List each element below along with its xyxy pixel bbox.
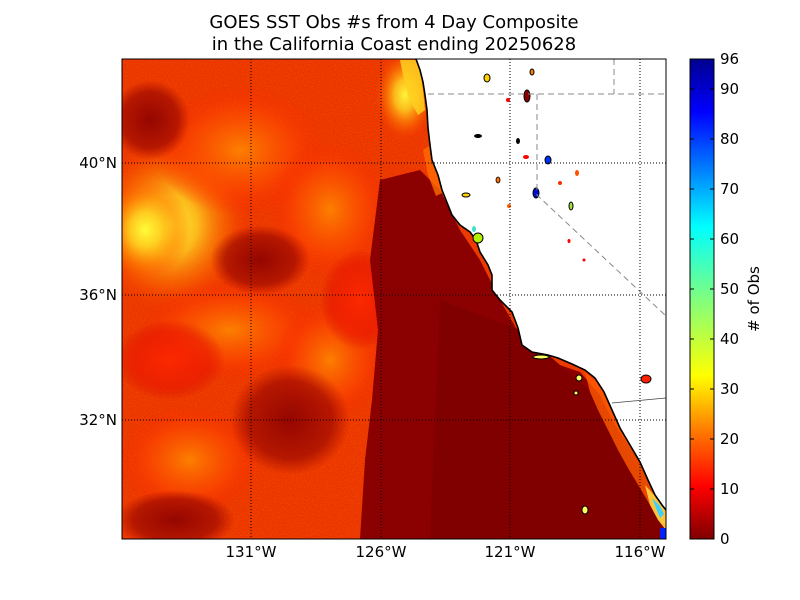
colorbar-tick-label: 20 <box>720 430 739 448</box>
colorbar-tick-label: 70 <box>720 180 739 198</box>
map-frame <box>121 58 667 540</box>
colorbar-tick-label: 40 <box>720 330 739 348</box>
colorbar-tick-label: 80 <box>720 130 739 148</box>
title-line-1: GOES SST Obs #s from 4 Day Composite <box>209 12 579 33</box>
colorbar-tick-label: 0 <box>720 530 730 548</box>
colorbar-ticks: 0 10 20 30 40 50 60 70 80 90 96 <box>690 50 739 548</box>
lon-label-126w: 126°W <box>356 543 407 561</box>
sst-ocean-field <box>122 59 666 539</box>
map-area <box>122 59 666 539</box>
lat-label-40n: 40°N <box>79 154 117 172</box>
coastline <box>415 59 666 511</box>
lon-label-116w: 116°W <box>615 543 666 561</box>
colorbar-tick-label: 90 <box>720 80 739 98</box>
colorbar-tick-label: 30 <box>720 380 739 398</box>
graticule <box>122 59 666 539</box>
colorbar-tick-label: 50 <box>720 280 739 298</box>
colorbar-tick-label: 10 <box>720 480 739 498</box>
lat-label-32n: 32°N <box>79 411 117 429</box>
colorbar: 0 10 20 30 40 50 60 70 80 90 96 # of Obs <box>689 50 763 548</box>
mexico-border <box>611 397 666 404</box>
inland-water-bodies <box>461 68 652 515</box>
lon-label-131w: 131°W <box>226 543 277 561</box>
political-boundaries <box>428 59 666 317</box>
lat-label-36n: 36°N <box>79 286 117 304</box>
colorbar-tick-label: 60 <box>720 230 739 248</box>
map-title: GOES SST Obs #s from 4 Day Composite in … <box>122 12 666 56</box>
title-line-2: in the California Coast ending 20250628 <box>211 34 577 55</box>
lon-label-121w: 121°W <box>485 543 536 561</box>
colorbar-tick-label: 96 <box>720 50 739 68</box>
colorbar-gradient <box>689 58 715 540</box>
colorbar-label: # of Obs <box>745 266 763 332</box>
